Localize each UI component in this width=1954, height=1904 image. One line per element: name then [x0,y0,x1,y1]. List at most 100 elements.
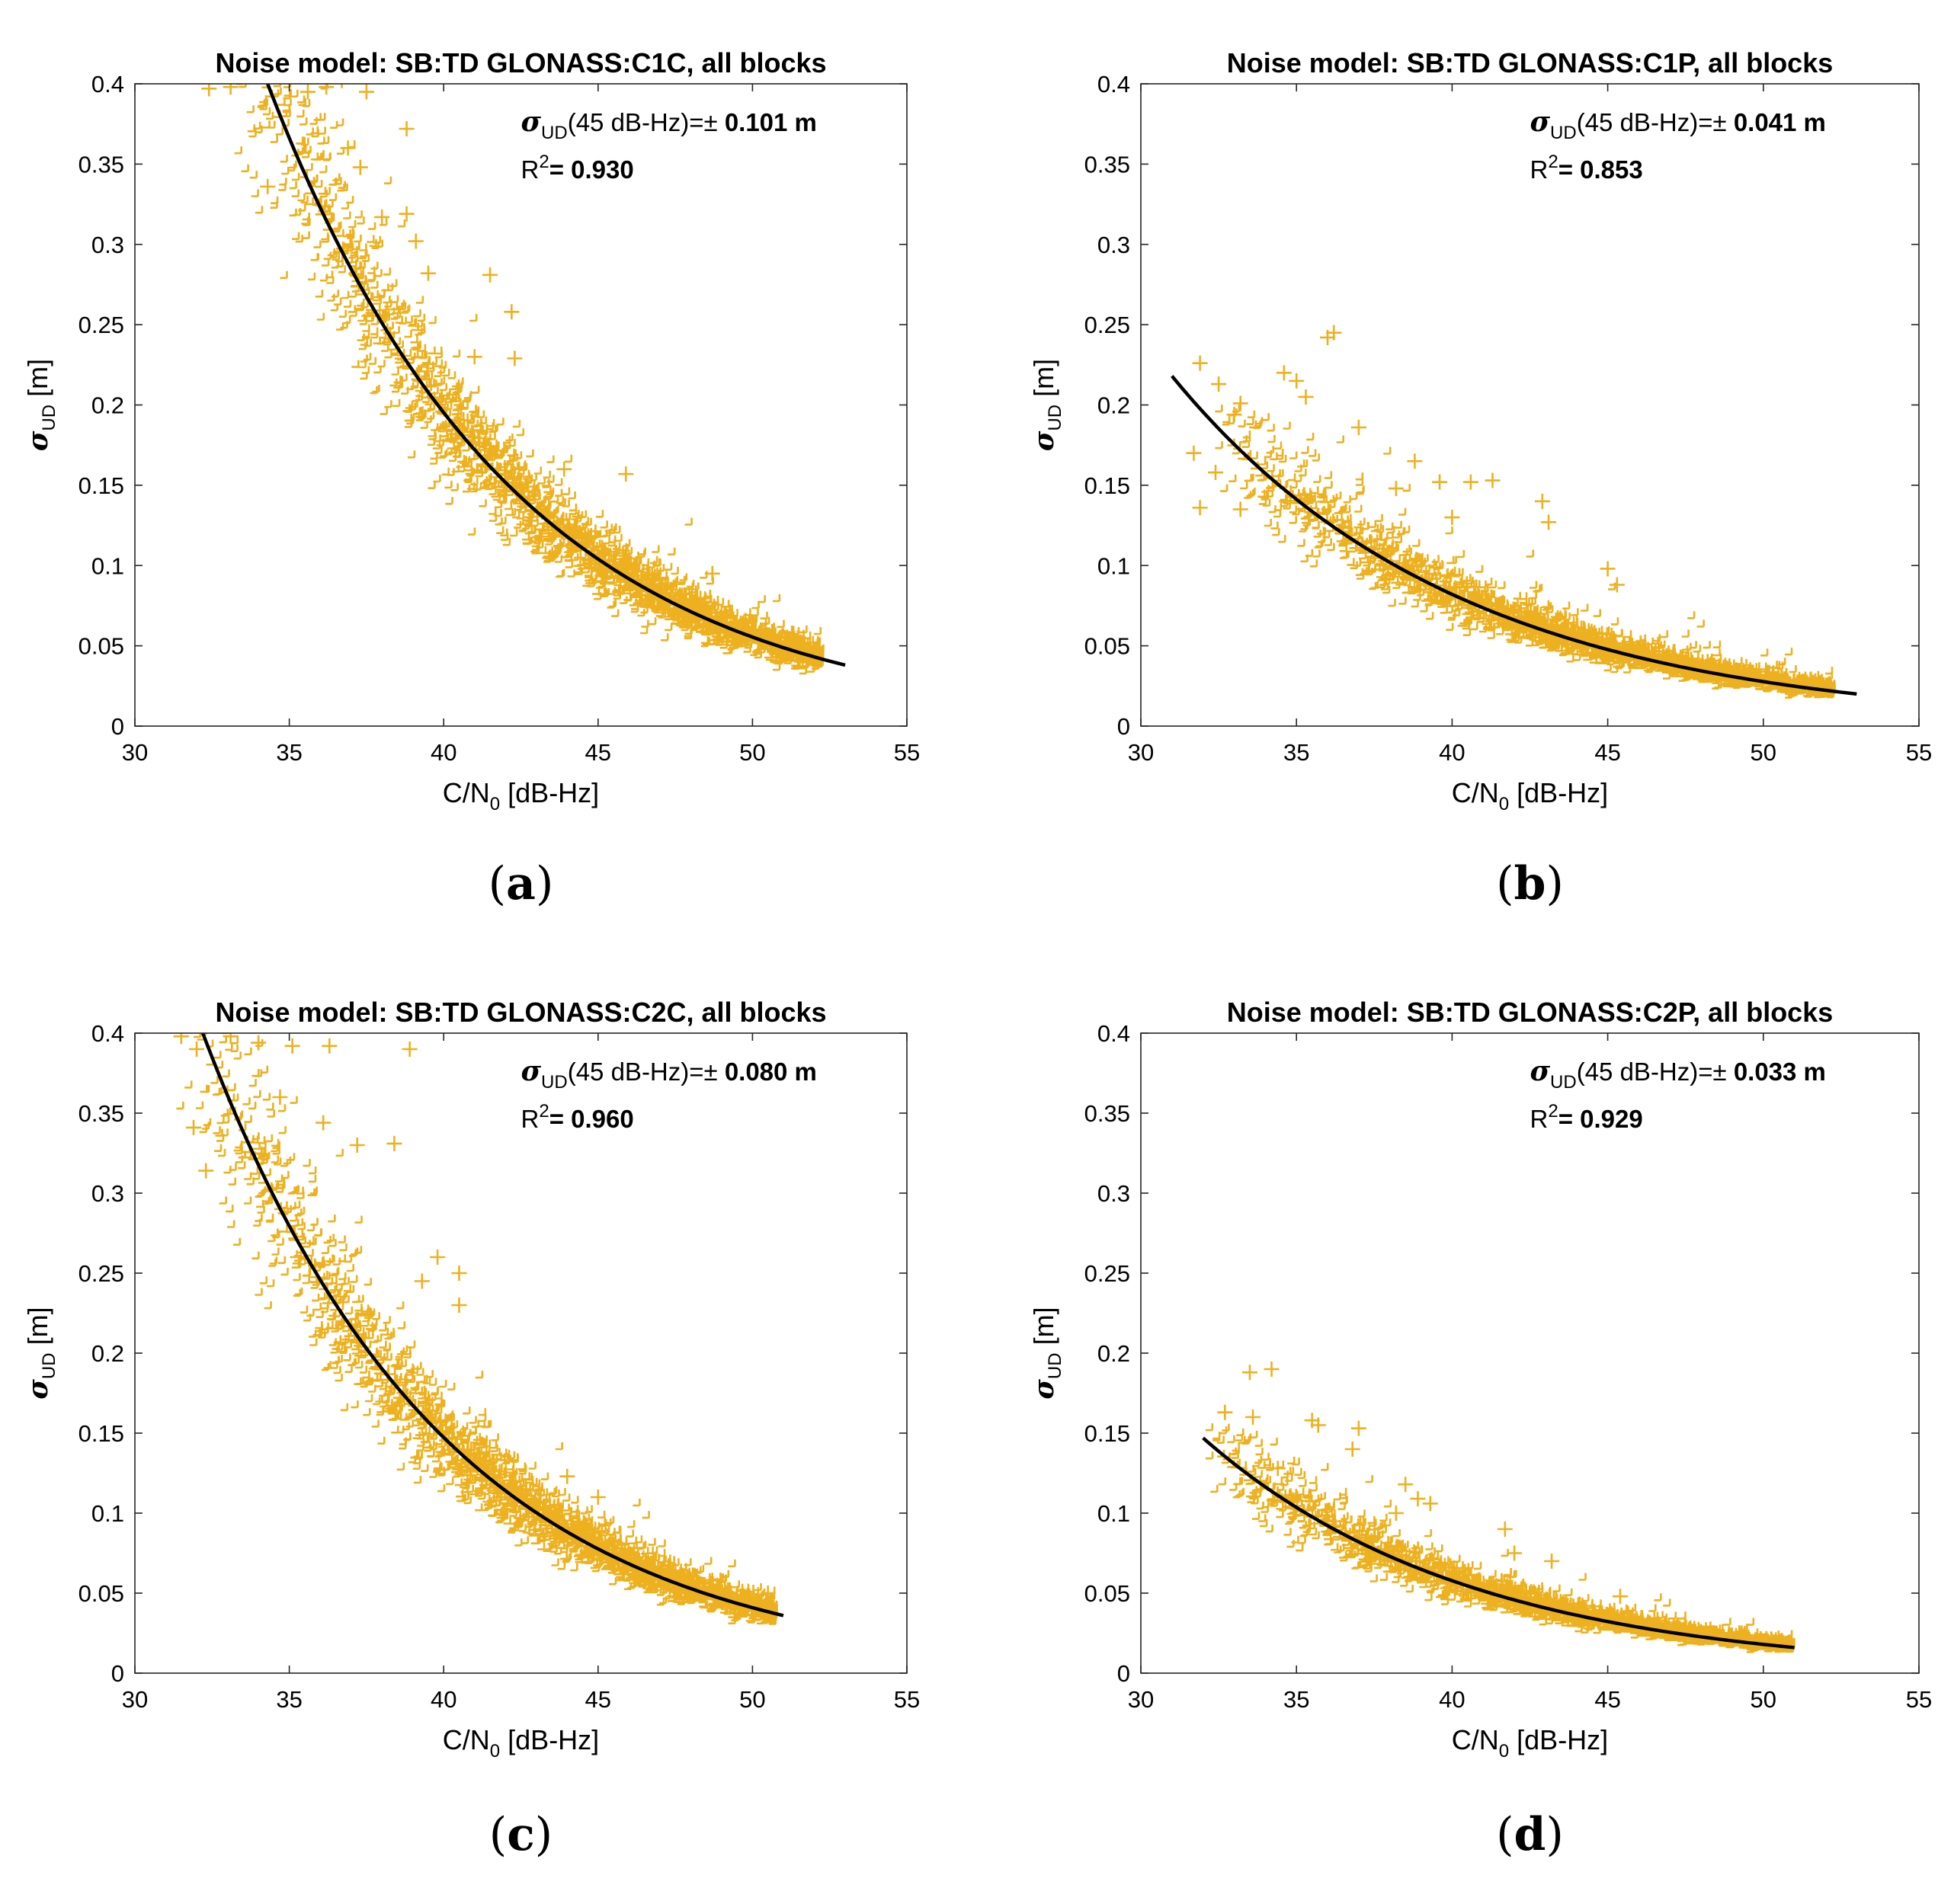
y-axis-label: σUD [m] [1028,1307,1065,1399]
x-tick-label: 50 [1751,739,1776,766]
y-tick-label: 0.35 [1084,151,1130,178]
r2-annotation: R2= 0.853 [1530,152,1643,184]
scatter-point-outlier [1497,1522,1513,1537]
y-tick-label: 0 [1117,1660,1130,1687]
scatter-point-outlier [341,84,343,88]
scatter-point-outlier [1241,1365,1257,1381]
y-tick-label: 0.15 [1084,472,1130,499]
scatter-point-outlier [1310,1417,1326,1433]
scatter-point-outlier [1245,1410,1261,1425]
chart-title: Noise model: SB:TD GLONASS:C1P, all bloc… [1227,47,1834,78]
y-tick-label: 0.4 [1097,1020,1130,1047]
scatter-point-outlier [173,1033,189,1045]
x-tick-label: 40 [431,1686,456,1713]
scatter-point-outlier [1208,465,1224,481]
chart-title: Noise model: SB:TD GLONASS:C1C, all bloc… [215,47,826,78]
scatter-point-outlier [198,1163,214,1179]
y-tick-label: 0.25 [1084,1260,1130,1287]
panel-label: (c) [489,1808,553,1861]
chart-panel-d: 30 35 40 45 50 55 0 0.05 0.1 0.15 0.2 0.25 0.3 0.35 0.… [1028,997,1932,1861]
scatter-point-outlier [1350,1420,1366,1436]
y-tick-label: 0.4 [1097,71,1130,98]
y-tick-label: 0.05 [78,633,124,660]
scatter-point-outlier [451,1298,467,1313]
chart-panel-a: 30 35 40 45 50 55 0 0.05 0.1 0.15 0.2 0.25 0.3 0.35 0.… [22,47,920,910]
y-tick-label: 0 [111,1660,124,1687]
y-tick-label: 0.2 [91,1340,124,1367]
sigma-annotation: σUD(45 dB-Hz)=± 0.033 m [1530,1055,1826,1093]
scatter-point-outlier [1485,472,1501,488]
scatter-cloud [234,84,825,675]
scatter-point-outlier [1226,407,1242,423]
scatter-point-outlier [1232,395,1248,411]
scatter-point-outlier [559,1468,575,1484]
scatter-point-outlier [556,461,572,477]
scatter-point-outlier [386,1135,402,1151]
x-tick-label: 55 [894,739,920,766]
x-tick-label: 55 [1906,1686,1932,1713]
scatter-point-outlier [590,1490,606,1505]
scatter-point-outlier [1444,510,1460,526]
x-tick-label: 55 [894,1686,920,1713]
x-tick-label: 45 [585,1686,611,1713]
scatter-point-outlier [451,1266,467,1281]
scatter-point-outlier [1298,389,1314,405]
scatter-point-outlier [399,206,415,222]
scatter-point-outlier [322,1038,338,1054]
sigma-annotation: σUD(45 dB-Hz)=± 0.080 m [521,1055,817,1093]
plot-area [1141,1033,1919,1673]
y-tick-label: 0.1 [1097,552,1130,579]
scatter-point-outlier [340,140,356,156]
y-tick-label: 0.25 [1084,312,1130,338]
scatter-point-outlier [1432,474,1448,490]
y-tick-label: 0.05 [1084,1580,1130,1607]
y-tick-label: 0.4 [91,71,124,98]
scatter-point-outlier [223,1033,239,1045]
x-tick-label: 40 [431,739,456,766]
scatter-point-outlier [402,1042,418,1057]
chart-title: Noise model: SB:TD GLONASS:C2P, all bloc… [1227,997,1834,1028]
x-axis-label: C/N0 [dB-Hz] [1452,777,1608,814]
fit-curve [266,84,846,667]
y-tick-label: 0.25 [78,312,124,338]
y-tick-label: 0.35 [78,151,124,178]
scatter-point-outlier [1350,420,1366,436]
scatter-point-outlier [1609,577,1625,593]
scatter-point-outlier [1276,365,1292,381]
x-tick-label: 50 [739,739,765,766]
scatter-point-outlier [1320,329,1336,345]
sigma-annotation: σUD(45 dB-Hz)=± 0.101 m [521,106,817,143]
y-tick-label: 0.1 [91,1500,124,1527]
y-axis-label: σUD [m] [22,1307,59,1399]
x-tick-label: 30 [122,739,148,766]
x-tick-label: 30 [122,1686,148,1713]
x-axis-label: C/N0 [dB-Hz] [443,777,599,814]
chart-title: Noise model: SB:TD GLONASS:C2C, all bloc… [215,997,826,1028]
scatter-point-outlier [430,1250,446,1265]
fit-curve [200,1033,784,1618]
x-tick-label: 50 [739,1686,765,1713]
r2-annotation: R2= 0.929 [1530,1101,1643,1133]
scatter-point-outlier [251,1035,267,1051]
scatter-point-outlier [1186,445,1202,461]
scatter-point-outlier [1211,376,1227,392]
x-tick-label: 45 [585,739,611,766]
scatter-point-outlier [284,1038,300,1054]
y-tick-label: 0.3 [91,232,124,258]
scatter-points [201,84,825,675]
scatter-point-outlier [618,466,634,482]
scatter-point-outlier [1534,493,1550,509]
scatter-point-outlier [316,1115,332,1131]
y-tick-label: 0 [1117,713,1130,740]
scatter-point-outlier [507,350,523,366]
x-tick-label: 30 [1128,739,1154,766]
scatter-point-outlier [1344,1442,1360,1457]
panel-label: (d) [1496,1808,1564,1861]
r2-annotation: R2= 0.960 [521,1101,634,1133]
chart-panel-c: 30 35 40 45 50 55 0 0.05 0.1 0.15 0.2 0.25 0.3 0.35 0.… [22,997,920,1861]
scatter-point-outlier [704,1573,720,1589]
scatter-point-outlier [349,1138,365,1153]
scatter-point-outlier [352,159,368,175]
x-tick-label: 50 [1751,1686,1776,1713]
y-tick-label: 0.35 [1084,1100,1130,1127]
